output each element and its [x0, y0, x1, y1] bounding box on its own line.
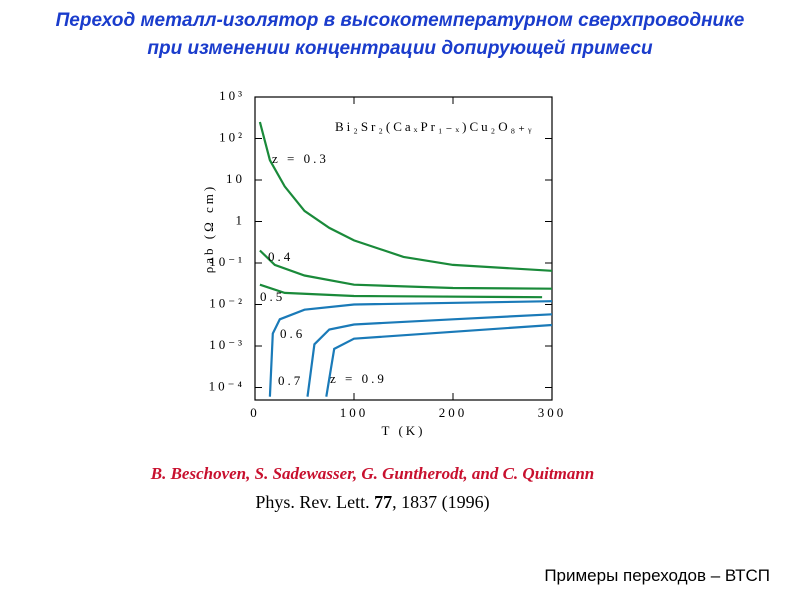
series-line — [268, 300, 553, 397]
series-label: 0.7 — [278, 373, 303, 388]
series-line — [325, 323, 553, 397]
volume: 77 — [374, 492, 393, 512]
y-tick-label: 10⁻¹ — [209, 254, 245, 269]
footer: Примеры переходов – ВТСП — [544, 566, 770, 585]
y-tick-label: 1 — [236, 212, 246, 227]
journal: Phys. Rev. Lett. — [255, 492, 370, 512]
series-line — [259, 283, 543, 299]
y-tick-label: 10² — [219, 129, 245, 144]
annotation: Bi₂Sr₂(CaₓPr₁₋ₓ)Cu₂O₈₊ᵧ — [335, 119, 534, 135]
series-label: z = 0.3 — [272, 151, 329, 166]
series-line — [259, 249, 553, 290]
y-tick-label: 10 — [226, 171, 245, 186]
reference: Phys. Rev. Lett. 77, 1837 (1996) — [0, 492, 745, 513]
x-axis-label: T (K) — [381, 423, 425, 438]
y-axis-label: ρab (Ω cm) — [201, 184, 216, 273]
series-label: 0.4 — [268, 249, 293, 264]
plot-frame — [254, 96, 553, 401]
y-tick-label: 10⁻⁴ — [209, 378, 245, 393]
pages: , 1837 (1996) — [392, 492, 490, 512]
x-tick-label: 200 — [439, 405, 468, 420]
title-line: Переход металл-изолятор в высокотемперат… — [55, 10, 745, 31]
x-tick-label: 100 — [340, 405, 369, 420]
x-tick-label: 300 — [538, 405, 567, 420]
y-tick-label: 10³ — [219, 88, 245, 103]
chart: 0 100 200 300 10³ 10² 10 1 10⁻¹ 10⁻² 10⁻³ 10⁻⁴ T (K)… — [201, 88, 567, 438]
y-tick-label: 10⁻² — [209, 295, 245, 310]
series-label: 0.6 — [280, 326, 305, 341]
series-label: 0.5 — [260, 289, 285, 304]
series-line — [306, 313, 553, 397]
y-tick-label: 10⁻³ — [209, 337, 245, 352]
x-tick-label: 0 — [250, 405, 260, 420]
authors: B. Beschoven, S. Sadewasser, G. Gunthero… — [150, 464, 595, 483]
series-label: z = 0.9 — [330, 371, 387, 386]
series-line — [258, 121, 553, 272]
title-line: при изменении концентрации допирующей пр… — [147, 38, 653, 59]
